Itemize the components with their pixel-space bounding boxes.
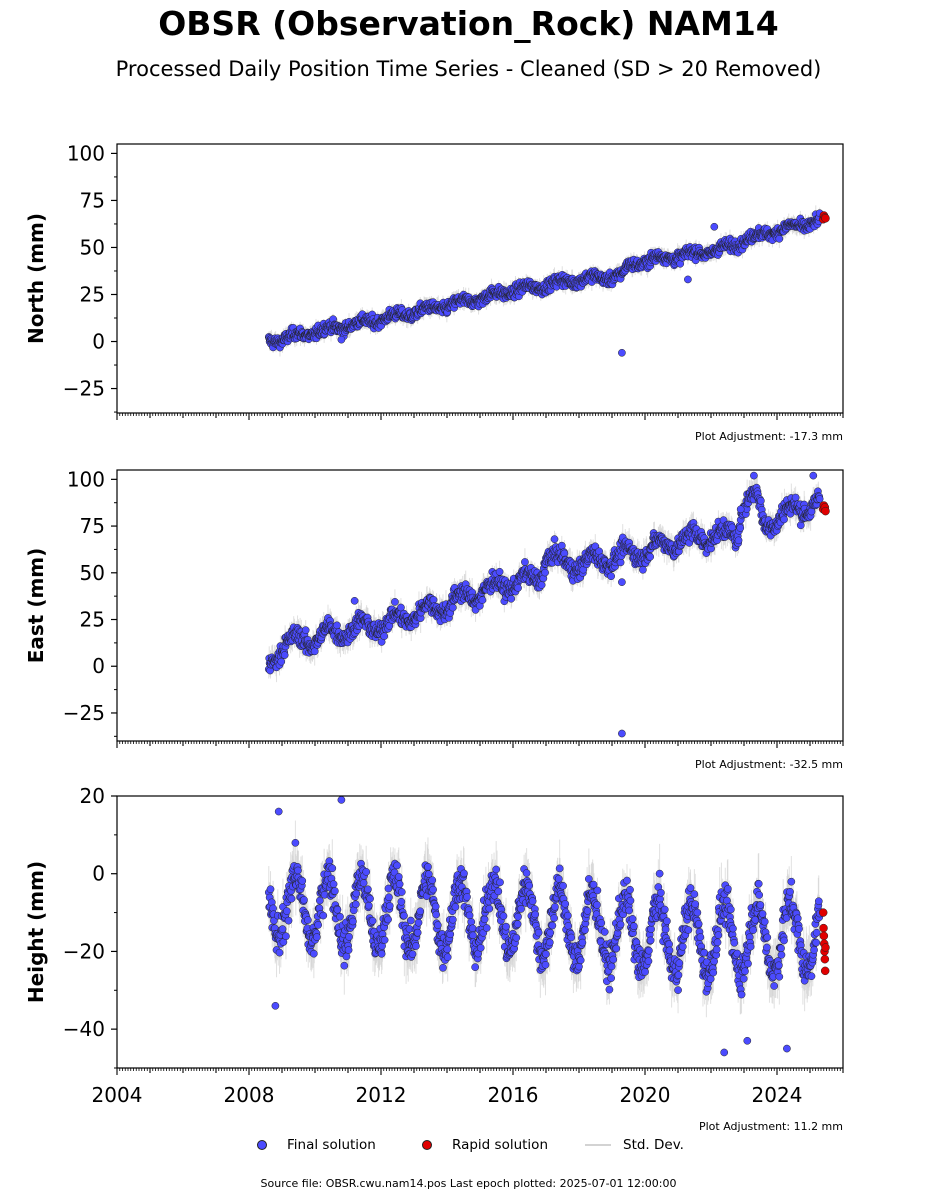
y-tick-label: 0 <box>92 330 105 354</box>
final-solution-point <box>684 275 692 284</box>
final-solution-point <box>710 222 719 231</box>
final-solution-point <box>557 541 566 550</box>
final-solution-point <box>333 621 341 630</box>
final-solution-point <box>478 596 487 604</box>
final-solution-point <box>280 651 289 659</box>
chart-subtitle: Processed Daily Position Time Series - C… <box>115 57 822 81</box>
y-tick-label: 75 <box>80 188 105 212</box>
final-solution-point <box>429 595 438 604</box>
final-solution-point <box>507 594 516 603</box>
north-panel: −25 0 25 50 75 100 North (mm) Plot Adjustment: … <box>24 141 844 443</box>
final-solution-point <box>607 572 615 581</box>
y-tick-label: 25 <box>80 282 105 306</box>
final-solution-point <box>616 558 625 567</box>
final-solution-point <box>448 603 457 612</box>
final-solution-point <box>618 348 626 357</box>
y-tick-label: −25 <box>63 377 105 401</box>
final-solution-point <box>775 234 784 243</box>
y-tick-label: 50 <box>80 235 105 259</box>
y-tick-label: 100 <box>67 141 105 165</box>
final-solution-point <box>337 335 346 344</box>
north-axes-frame <box>116 143 844 414</box>
final-solution-point <box>514 584 522 592</box>
final-solution-point <box>397 603 405 612</box>
chart-title: OBSR (Observation_Rock) NAM14 <box>158 4 779 43</box>
final-solution-point <box>521 558 529 566</box>
final-solution-point <box>277 657 286 666</box>
final-solution-point <box>391 598 399 606</box>
north-y-axis-label: North (mm) <box>24 213 48 344</box>
final-solution-point <box>541 568 549 577</box>
rapid-solution-point <box>821 214 830 223</box>
final-solution-point <box>380 632 389 641</box>
final-solution-point <box>495 567 504 576</box>
north-plot-adjustment: Plot Adjustment: -17.3 mm <box>695 430 843 443</box>
final-solution-point <box>550 535 559 544</box>
north-data <box>264 205 830 357</box>
east-data <box>264 471 830 738</box>
final-solution-point <box>537 581 546 589</box>
final-solution-point <box>310 647 319 656</box>
final-solution-point <box>301 626 310 635</box>
